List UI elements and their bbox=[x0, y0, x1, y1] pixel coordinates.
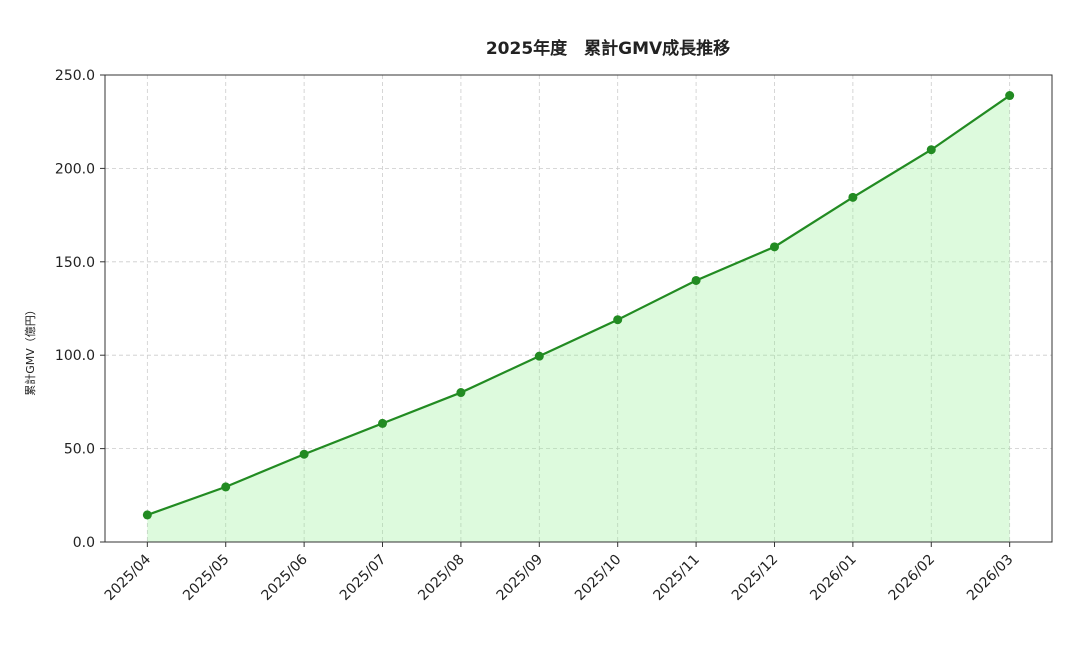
x-tick-label: 2026/02 bbox=[886, 552, 938, 604]
point bbox=[769, 242, 779, 252]
point bbox=[534, 351, 544, 361]
point bbox=[299, 449, 309, 459]
point bbox=[142, 510, 152, 520]
point bbox=[1005, 91, 1015, 101]
x-tick-label: 2025/08 bbox=[415, 552, 467, 604]
y-tick-label: 150.0 bbox=[55, 255, 95, 271]
point bbox=[613, 315, 623, 325]
point bbox=[926, 145, 936, 155]
point bbox=[221, 482, 231, 492]
x-tick-label: 2026/03 bbox=[964, 552, 1016, 604]
plot-frame bbox=[104, 74, 1053, 543]
line bbox=[146, 94, 1011, 516]
chart-title: 2025年度 累計GMV成長推移 bbox=[486, 38, 730, 59]
y-tick-label: 200.0 bbox=[55, 161, 95, 177]
point bbox=[378, 418, 388, 428]
point bbox=[456, 388, 466, 398]
x-tick-label: 2025/06 bbox=[259, 551, 312, 604]
x-tick-label: 2025/09 bbox=[494, 552, 546, 604]
y-axis-label: 累計GMV（億円） bbox=[23, 304, 37, 396]
y-tick-label: 0.0 bbox=[73, 535, 95, 551]
x-tick-label: 2025/11 bbox=[650, 552, 702, 604]
area bbox=[147, 95, 1010, 542]
y-tick-label: 250.0 bbox=[55, 68, 95, 84]
x-tick-label: 2025/10 bbox=[572, 552, 624, 604]
x-tick-label: 2025/07 bbox=[337, 552, 389, 604]
x-tick-label: 2025/05 bbox=[180, 552, 232, 604]
point bbox=[848, 192, 858, 202]
x-tick-label: 2025/12 bbox=[729, 552, 781, 604]
y-tick-label: 50.0 bbox=[64, 442, 95, 458]
x-tick-label: 2026/01 bbox=[807, 552, 859, 604]
y-tick-label: 100.0 bbox=[55, 348, 95, 364]
point bbox=[691, 275, 701, 285]
x-tick-label: 2025/04 bbox=[102, 551, 155, 604]
